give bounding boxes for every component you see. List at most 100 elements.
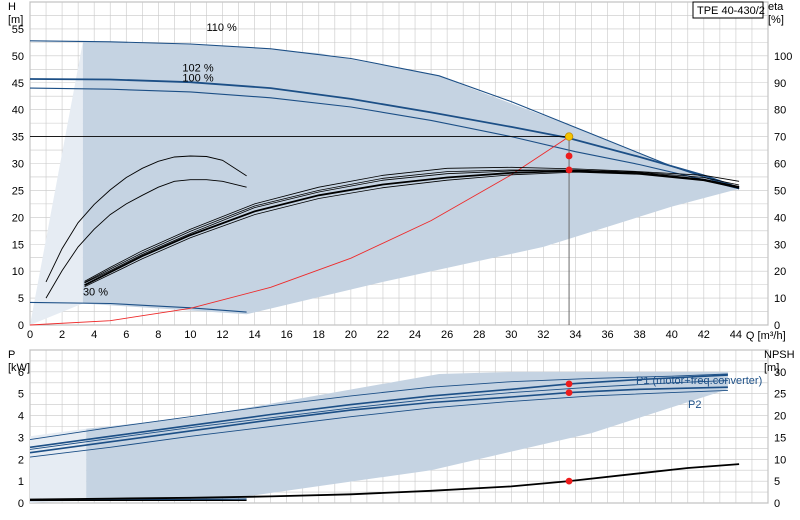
power-y-tick-label: 3 (18, 432, 24, 444)
y-tick-label: 10 (12, 266, 24, 278)
efficiency-marker (565, 152, 573, 160)
y2-tick-label: 90 (774, 78, 786, 90)
efficiency-curve-low (45, 179, 247, 299)
npsh-tick-label: 15 (774, 432, 786, 444)
qh-ylabel: H [m] (8, 1, 23, 26)
y-tick-label: 35 (12, 132, 24, 144)
y-tick-label: 15 (12, 239, 24, 251)
y-tick-label: 40 (12, 105, 24, 117)
npsh-tick-label: 25 (774, 389, 786, 401)
x-tick-label: 4 (91, 329, 97, 341)
npsh-marker (565, 477, 573, 485)
x-tick-label: 24 (409, 329, 421, 341)
y2-tick-label: 70 (774, 132, 786, 144)
y-tick-label: 5 (18, 293, 24, 305)
x-tick-label: 34 (569, 329, 581, 341)
y2-tick-label: 60 (774, 159, 786, 171)
envelope-low-zone (30, 41, 83, 326)
qh-markers (564, 132, 574, 174)
y-tick-label: 30 (12, 159, 24, 171)
y2-tick-label: 30 (774, 239, 786, 251)
x-tick-label: 40 (666, 329, 678, 341)
envelope-area (30, 40, 740, 315)
x-tick-label: 42 (698, 329, 710, 341)
y-tick-label: 45 (12, 78, 24, 90)
speed-label: 102 % (182, 62, 213, 74)
y-tick-label: 20 (12, 212, 24, 224)
power-curves (29, 373, 740, 502)
y2-tick-label: 80 (774, 105, 786, 117)
power-y-tick-label: 6 (18, 367, 24, 379)
power-y-tick-label: 1 (18, 476, 24, 488)
y2-tick-label: 20 (774, 266, 786, 278)
speed-label: 30 % (83, 286, 108, 298)
x-tick-label: 32 (537, 329, 549, 341)
power-ylabel: P [kW] (8, 349, 30, 374)
power-y2label: NPSH [m] (764, 349, 795, 374)
efficiency-marker (565, 166, 573, 174)
x-tick-label: 26 (441, 329, 453, 341)
x-tick-label: 28 (473, 329, 485, 341)
power-curve (29, 373, 728, 441)
power-panel: 0 1 2 3 4 5 6 0 5 10 15 20 25 30 P [kW] NPSH [m] P1 (mo… (8, 349, 795, 510)
model-label: TPE 40-430/2 (697, 5, 765, 17)
power-curve (29, 374, 728, 449)
y-tick-label: 0 (18, 320, 24, 332)
speed-label: 110 % (206, 22, 237, 34)
qh-xlabel: Q [m³/h] (746, 330, 786, 342)
npsh-tick-label: 10 (774, 454, 786, 466)
x-tick-label: 36 (601, 329, 613, 341)
system-curve (29, 136, 570, 326)
x-tick-label: 6 (123, 329, 129, 341)
p1-label: P1 (motor+freq.converter) (636, 375, 762, 387)
x-tick-label: 0 (27, 329, 33, 341)
x-tick-label: 30 (505, 329, 517, 341)
x-tick-label: 14 (248, 329, 260, 341)
power-envelope-low-zone (30, 428, 87, 503)
y2-tick-label: 50 (774, 185, 786, 197)
x-tick-label: 16 (281, 329, 293, 341)
speed-label: 100 % (182, 73, 213, 85)
qh-y2label: eta [%] (768, 1, 784, 26)
power-curve (29, 380, 728, 450)
power-curve (29, 389, 728, 458)
power-y-tick-label: 5 (18, 389, 24, 401)
efficiency-curve (84, 170, 740, 287)
qh-curves: 110 % 102 %100 % 30 % (29, 22, 740, 503)
npsh-tick-label: 5 (774, 476, 780, 488)
speed-curve (29, 78, 740, 189)
y-tick-label: 50 (12, 51, 24, 63)
power-tick-labels: 0 1 2 3 4 5 6 0 5 10 15 20 25 30 (18, 367, 786, 510)
y2-tick-label: 0 (774, 320, 780, 332)
y-tick-label: 25 (12, 185, 24, 197)
duty-point (564, 132, 574, 141)
power-marker (565, 380, 573, 388)
power-marker (565, 389, 573, 397)
power-y-tick-label: 4 (18, 411, 24, 423)
power-curve (29, 386, 728, 454)
npsh-curve (29, 463, 740, 501)
qh-tick-labels: 0 2 4 6 8 10 12 14 16 18 20 22 24 26 28 30 32 34 36 38 40 42 4… (12, 24, 793, 341)
y2-tick-label: 10 (774, 293, 786, 305)
x-tick-label: 38 (634, 329, 646, 341)
p2-label: P2 (688, 399, 701, 411)
x-tick-label: 20 (345, 329, 357, 341)
x-tick-label: 2 (59, 329, 65, 341)
efficiency-curve (84, 169, 740, 284)
npsh-tick-label: 20 (774, 411, 786, 423)
x-tick-label: 10 (184, 329, 196, 341)
efficiency-curve (84, 171, 740, 288)
speed-curve (29, 301, 247, 313)
power-y-tick-label: 2 (18, 454, 24, 466)
y-tick-label: 55 (12, 24, 24, 36)
efficiency-curve (84, 166, 740, 282)
x-tick-label: 18 (313, 329, 325, 341)
x-tick-label: 22 (377, 329, 389, 341)
x-tick-label: 8 (155, 329, 161, 341)
x-tick-label: 44 (730, 329, 742, 341)
model-box (692, 1, 764, 19)
npsh-tick-label: 30 (774, 367, 786, 379)
qh-panel: 110 %102 %100 %30 % 0 2 4 6 8 10 12 14 16 18 20 22 2… (8, 1, 792, 503)
y2-tick-label: 40 (774, 212, 786, 224)
